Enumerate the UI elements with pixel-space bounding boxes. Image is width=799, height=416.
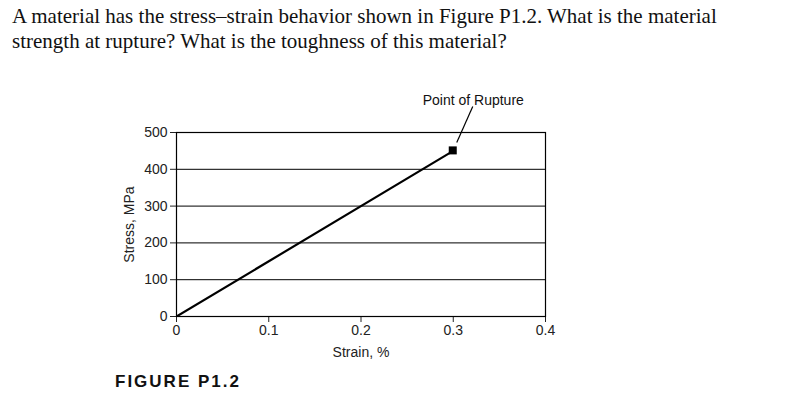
- svg-text:0: 0: [160, 308, 168, 324]
- svg-text:100: 100: [144, 271, 168, 287]
- svg-text:0.3: 0.3: [444, 322, 464, 338]
- html-text:A material has the stress–stra: A material has the stress–strain behavio…: [12, 4, 717, 53]
- svg-text:Stress, MPa: Stress, MPa: [121, 186, 137, 262]
- html-text:FIGURE P1.2: FIGURE P1.2: [115, 372, 241, 391]
- svg-text:0: 0: [173, 322, 181, 338]
- svg-text:300: 300: [144, 198, 168, 214]
- svg-text:Strain, %: Strain, %: [333, 344, 390, 360]
- svg-text:200: 200: [144, 234, 168, 250]
- svg-text:500: 500: [144, 124, 168, 140]
- svg-text:0.1: 0.1: [259, 322, 279, 338]
- svg-text:0.2: 0.2: [351, 322, 371, 338]
- svg-text:Point of Rupture: Point of Rupture: [423, 92, 524, 108]
- svg-text:400: 400: [144, 161, 168, 177]
- svg-text:0.4: 0.4: [536, 322, 556, 338]
